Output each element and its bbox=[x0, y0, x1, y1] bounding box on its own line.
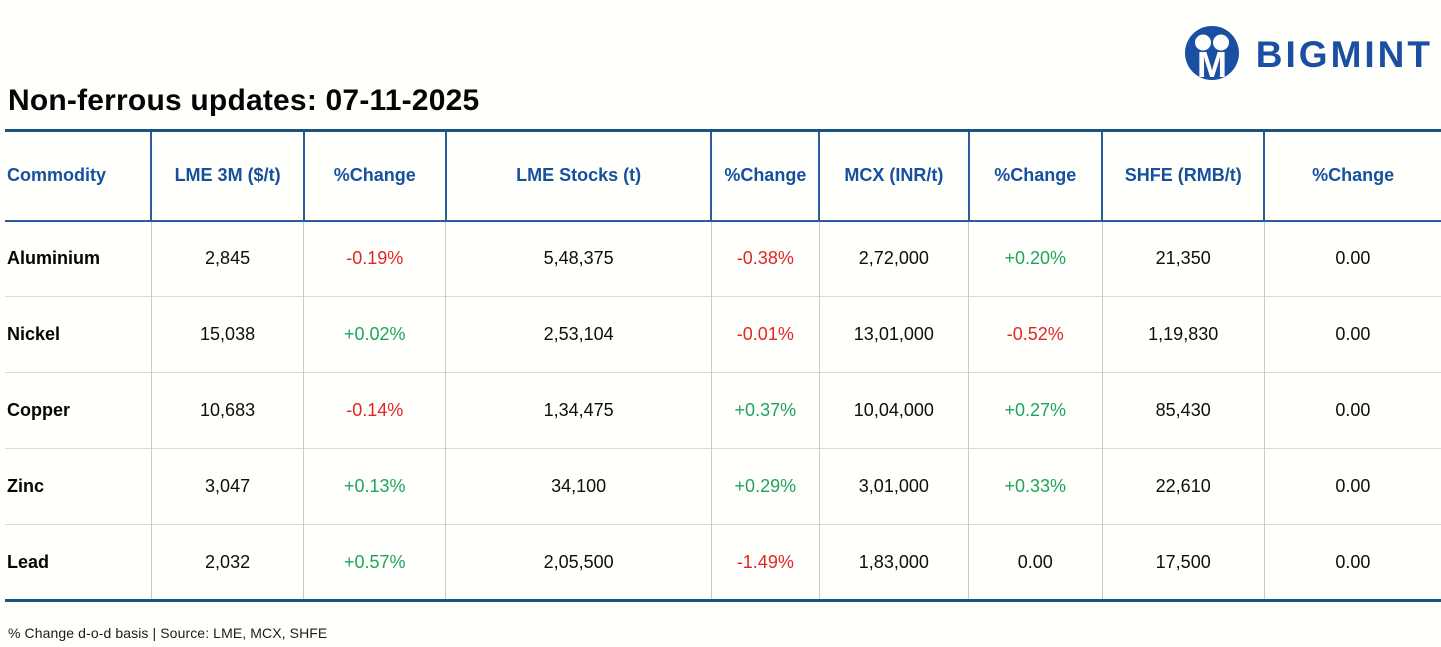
change-cell: -0.14% bbox=[303, 372, 446, 449]
change-cell: +0.57% bbox=[303, 524, 446, 601]
column-header: %Change bbox=[1263, 130, 1441, 222]
column-header: LME Stocks (t) bbox=[444, 130, 712, 222]
value-cell: 3,047 bbox=[150, 448, 304, 525]
brand-name: BIGMINT bbox=[1255, 34, 1433, 75]
change-cell: +0.20% bbox=[968, 220, 1103, 297]
footnote: % Change d-o-d basis | Source: LME, MCX,… bbox=[8, 625, 328, 641]
table-row: Copper 10,683 -0.14% 1,34,475 +0.37% 10,04,00… bbox=[5, 372, 1441, 449]
value-cell: 2,845 bbox=[150, 220, 304, 297]
change-cell: +0.33% bbox=[968, 448, 1103, 525]
value-cell: 2,05,500 bbox=[445, 524, 712, 601]
change-cell: +0.37% bbox=[710, 372, 820, 449]
commodity-price-table: Commodity LME 3M ($/t) %Change LME Stocks (… bbox=[5, 129, 1441, 602]
bigmint-logo-icon: M bbox=[1184, 26, 1239, 84]
value-cell: 2,032 bbox=[150, 524, 304, 601]
column-header: SHFE (RMB/t) bbox=[1101, 130, 1265, 222]
change-cell: +0.27% bbox=[968, 372, 1103, 449]
change-cell: 0.00 bbox=[1263, 524, 1441, 601]
commodity-cell: Copper bbox=[5, 372, 152, 449]
value-cell: 2,53,104 bbox=[445, 296, 712, 373]
change-cell: -0.19% bbox=[303, 220, 446, 297]
commodity-cell: Nickel bbox=[5, 296, 152, 373]
column-header-commodity: Commodity bbox=[5, 130, 152, 222]
change-cell: 0.00 bbox=[1263, 448, 1441, 525]
commodity-table-wrap: Commodity LME 3M ($/t) %Change LME Stocks (… bbox=[5, 129, 1441, 602]
column-header: %Change bbox=[710, 130, 820, 222]
change-cell: +0.02% bbox=[303, 296, 446, 373]
value-cell: 1,34,475 bbox=[445, 372, 712, 449]
column-header: %Change bbox=[302, 130, 446, 222]
change-cell: 0.00 bbox=[1263, 220, 1441, 297]
brand-logo: M BIGMINT bbox=[1184, 26, 1433, 84]
value-cell: 21,350 bbox=[1101, 220, 1265, 297]
table-row: Nickel 15,038 +0.02% 2,53,104 -0.01% 13,01,00… bbox=[5, 296, 1441, 373]
value-cell: 22,610 bbox=[1101, 448, 1265, 525]
commodity-cell: Lead bbox=[5, 524, 152, 601]
commodity-cell: Aluminium bbox=[7, 248, 100, 269]
change-cell: +0.13% bbox=[303, 448, 446, 525]
value-cell: 34,100 bbox=[445, 448, 712, 525]
svg-text:M: M bbox=[1197, 44, 1227, 84]
value-cell: 85,430 bbox=[1101, 372, 1265, 449]
change-cell: +0.29% bbox=[710, 448, 820, 525]
value-cell: 10,683 bbox=[150, 372, 304, 449]
table-row: Lead 2,032 +0.57% 2,05,500 -1.49% 1,83,000 0.0… bbox=[5, 524, 1441, 601]
change-cell: 0.00 bbox=[968, 524, 1103, 601]
change-cell: 0.00 bbox=[1263, 372, 1441, 449]
value-cell: 1,83,000 bbox=[818, 524, 969, 601]
change-cell: -0.01% bbox=[710, 296, 820, 373]
value-cell: 3,01,000 bbox=[818, 448, 969, 525]
column-header: %Change bbox=[967, 130, 1103, 222]
change-cell: -0.52% bbox=[968, 296, 1103, 373]
table-header-row: Commodity LME 3M ($/t) %Change LME Stocks (… bbox=[5, 130, 1441, 222]
commodity-cell: Zinc bbox=[5, 448, 152, 525]
change-cell: -1.49% bbox=[710, 524, 820, 601]
value-cell: 15,038 bbox=[150, 296, 304, 373]
table-row: Zinc 3,047 +0.13% 34,100 +0.29% 3,01,000 +0.33… bbox=[5, 448, 1441, 525]
change-cell: 0.00 bbox=[1263, 296, 1441, 373]
value-cell: 10,04,000 bbox=[818, 372, 969, 449]
value-cell: 2,72,000 bbox=[818, 220, 969, 297]
value-cell: 13,01,000 bbox=[818, 296, 969, 373]
value-cell: 5,48,375 bbox=[445, 220, 712, 297]
value-cell: 1,19,830 bbox=[1101, 296, 1265, 373]
column-header: LME 3M ($/t) bbox=[150, 130, 304, 222]
value-cell: 17,500 bbox=[1101, 524, 1265, 601]
column-header: MCX (INR/t) bbox=[818, 130, 969, 222]
table-row: Aluminium 2,845 -0.19% 5,48,375 -0.38% 2,72,0… bbox=[5, 220, 1441, 297]
page-title: Non-ferrous updates: 07-11-2025 bbox=[8, 84, 480, 117]
change-cell: -0.38% bbox=[710, 220, 820, 297]
